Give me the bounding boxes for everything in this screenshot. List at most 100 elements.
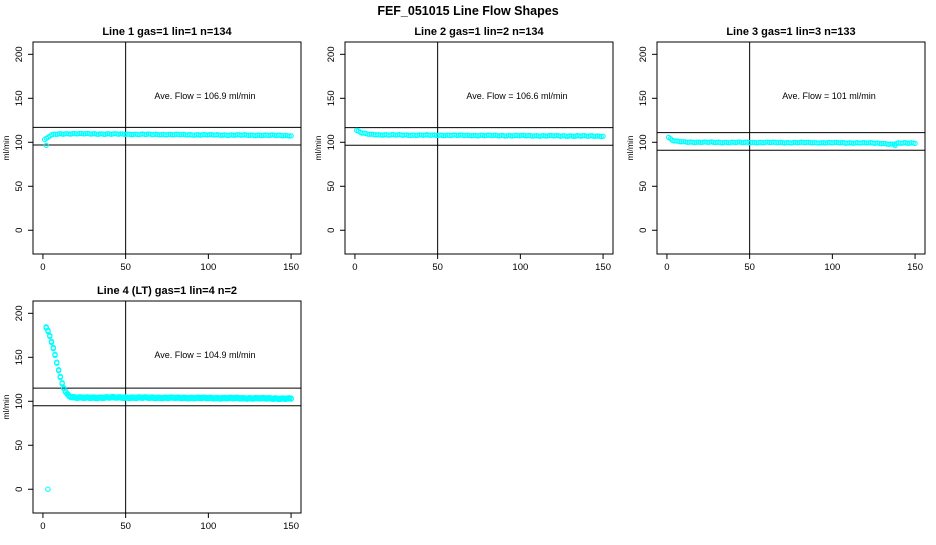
data-point [246,394,252,401]
plot-box [344,41,614,255]
data-point [184,395,190,401]
data-point [54,359,60,365]
subplot-title: Line 4 (LT) gas=1 lin=4 n=2 [97,285,237,297]
data-point [73,394,79,401]
ave-flow-text: Ave. Flow = 106.9 ml/min [154,91,255,101]
ave-flow-text: Ave. Flow = 104.9 ml/min [154,350,255,360]
data-point [288,395,294,401]
x-tick-label: 0 [352,262,357,273]
data-points [41,130,294,149]
plot-grid: Line 1 gas=1 lin=1 n=134 ml/min 0 50 100 150 0… [0,22,936,540]
outlier-point [892,142,898,149]
data-point [50,344,57,351]
y-tick-label: 200 [326,46,337,62]
y-tick-label: 0 [14,487,25,492]
data-point [161,394,168,400]
data-point [253,394,259,401]
x-tick-label: 100 [200,521,216,532]
y-axis-label: ml/min [625,135,635,160]
ave-flow-text: Ave. Flow = 101 ml/min [782,91,876,101]
data-point [230,394,236,401]
data-point [288,133,294,139]
data-point [265,394,271,401]
data-point [57,373,64,380]
data-point [200,394,206,400]
data-point [96,394,102,400]
data-point [203,394,210,401]
data-points [353,127,606,140]
data-point [268,395,275,401]
x-tick-label: 50 [432,262,443,273]
data-point [180,394,187,401]
x-tick-label: 50 [744,262,755,273]
data-point [52,351,58,358]
subplot-title: Line 1 gas=1 lin=1 n=134 [102,26,232,38]
y-tick-label: 50 [326,181,337,192]
subplot-line-3: Line 3 gas=1 lin=3 n=133 ml/min 0 50 100 150 0… [625,26,926,273]
y-axis-label: ml/min [1,394,11,419]
y-tick-label: 50 [638,181,649,192]
ave-flow-text: Ave. Flow = 106.6 ml/min [466,91,567,101]
data-point [223,395,229,401]
data-point [912,140,918,147]
data-point [226,394,233,401]
x-tick-label: 150 [283,262,299,273]
subplot-title: Line 2 gas=1 lin=2 n=134 [414,26,544,38]
data-point [103,394,109,400]
y-tick-label: 100 [14,134,25,150]
y-tick-label: 150 [14,90,25,106]
data-points [665,134,918,149]
y-tick-label: 0 [326,228,337,233]
data-point [135,394,141,400]
subplot-line-1: Line 1 gas=1 lin=1 n=134 ml/min 0 50 100 150 0… [1,26,302,273]
plot-box [32,41,302,255]
x-tick-label: 100 [824,262,840,273]
y-tick-label: 200 [638,46,649,62]
data-point [119,394,125,401]
x-tick-label: 0 [664,262,669,273]
plot-box [656,41,926,255]
x-tick-label: 50 [120,521,131,532]
data-point [59,379,65,386]
y-tick-label: 0 [14,228,25,233]
outlier-point [45,486,51,492]
y-axis-label: ml/min [1,135,11,160]
y-tick-label: 200 [14,46,25,62]
data-point [286,133,292,139]
subplot-line-2: Line 2 gas=1 lin=2 n=134 ml/min 0 50 100 150 0… [313,26,614,273]
y-axis-label: ml/min [313,135,323,160]
main-title: FEF_051015 Line Flow Shapes [377,4,559,18]
y-tick-label: 150 [14,349,25,365]
x-tick-label: 0 [40,262,45,273]
y-tick-label: 50 [14,181,25,192]
y-tick-label: 100 [14,393,25,409]
data-point [76,394,83,400]
x-tick-label: 150 [907,262,923,273]
chart-cell-2: Line 2 gas=1 lin=2 n=134 ml/min 0 50 100 150 0… [312,22,624,281]
subplot-line-4: Line 4 (LT) gas=1 lin=4 n=2 ml/min 0 50 100 1… [1,285,302,532]
chart-cell-1: Line 1 gas=1 lin=1 n=134 ml/min 0 50 100 150 0… [0,22,312,281]
chart-cell-4: Line 4 (LT) gas=1 lin=4 n=2 ml/min 0 50 100 1… [0,281,312,540]
y-tick-label: 100 [326,134,337,150]
data-point [80,394,86,401]
data-point [47,332,53,339]
data-point [138,394,145,400]
chart-cell-3: Line 3 gas=1 lin=3 n=133 ml/min 0 50 100 150 0… [624,22,936,281]
plot-box [32,300,302,514]
x-tick-label: 0 [40,521,45,532]
x-tick-label: 150 [283,521,299,532]
y-tick-label: 50 [14,440,25,451]
empty-cell [624,281,936,540]
data-point [145,394,152,401]
x-tick-label: 100 [200,262,216,273]
data-point [115,394,122,400]
data-point [45,327,51,334]
data-point [600,133,606,139]
data-point [157,394,164,401]
y-tick-label: 200 [14,305,25,321]
subplot-title: Line 3 gas=1 lin=3 n=133 [726,26,855,38]
data-point [69,394,76,400]
y-tick-label: 150 [638,90,649,106]
data-points [43,324,294,492]
x-tick-label: 50 [120,262,131,273]
